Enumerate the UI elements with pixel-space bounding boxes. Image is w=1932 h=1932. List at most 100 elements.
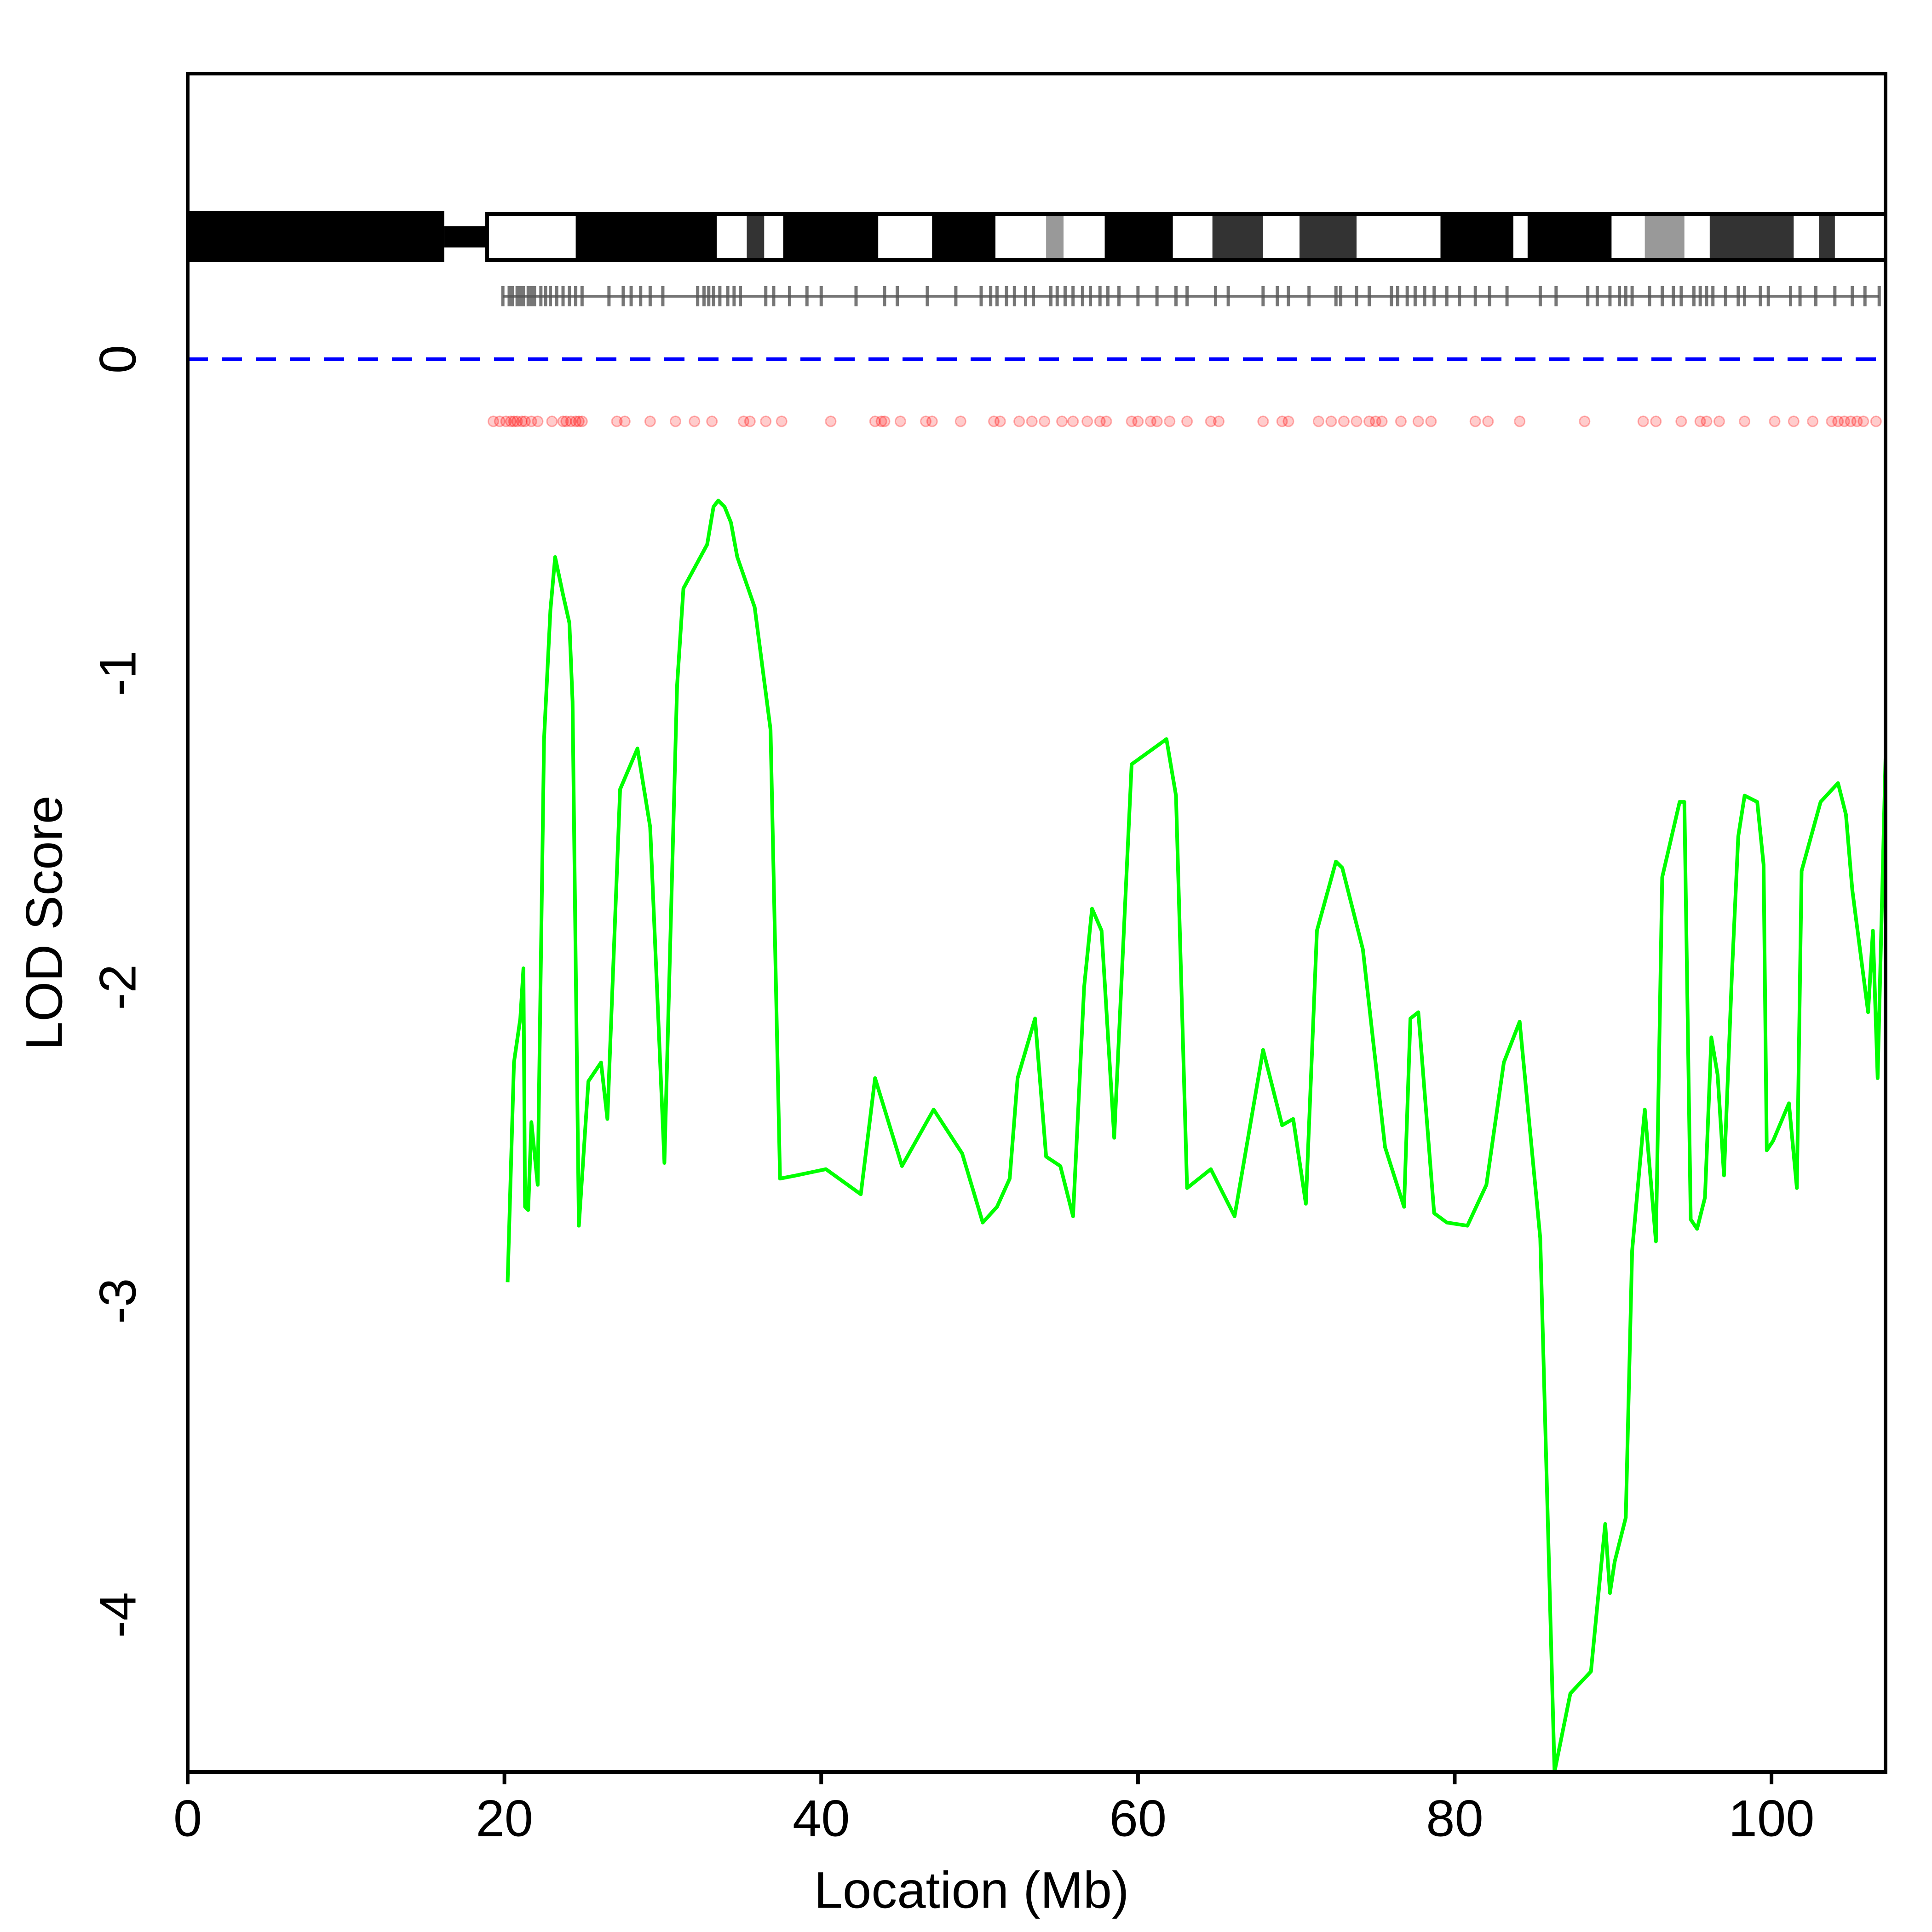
- variant-dot: [557, 415, 569, 427]
- y-tick-label: -3: [89, 1278, 147, 1324]
- variant-dot: [560, 415, 572, 427]
- variant-dot: [1701, 415, 1713, 427]
- variant-dot: [776, 415, 788, 427]
- x-tick-label: 100: [1729, 1790, 1815, 1847]
- variant-dot: [1857, 415, 1869, 427]
- y-tick-label: -1: [89, 650, 147, 696]
- variant-dot: [1013, 415, 1025, 427]
- variant-dot: [516, 415, 528, 427]
- ideogram-band: [1709, 214, 1794, 260]
- variant-dot: [1213, 415, 1225, 427]
- x-axis-title: Location (Mb): [814, 1862, 1129, 1919]
- ideogram-arm: [188, 211, 444, 262]
- variant-dot: [619, 415, 631, 427]
- variant-dot: [1205, 415, 1217, 427]
- variant-dot: [669, 415, 681, 427]
- plot-frame: [186, 72, 1887, 1774]
- variant-dot: [1838, 415, 1850, 427]
- variant-dot: [1769, 415, 1781, 427]
- variant-dot: [1832, 415, 1844, 427]
- lod-line: [506, 499, 1886, 1772]
- variant-dot: [988, 415, 1000, 427]
- x-tick-label: 0: [173, 1790, 202, 1847]
- variant-dot: [611, 415, 623, 427]
- variant-dot: [1056, 415, 1068, 427]
- variant-dot: [500, 415, 512, 427]
- variant-dot: [644, 415, 656, 427]
- variant-dot: [1369, 415, 1381, 427]
- variant-dot: [879, 415, 891, 427]
- variant-dot: [869, 415, 881, 427]
- variant-dot: [1100, 415, 1112, 427]
- y-tick-label: -4: [89, 1592, 147, 1638]
- variant-dot: [508, 415, 520, 427]
- y-axis-title: LOD Score: [16, 795, 73, 1050]
- variant-dot: [1151, 415, 1163, 427]
- variant-dot: [1039, 415, 1051, 427]
- variant-dot: [511, 415, 523, 427]
- variant-dot: [920, 415, 932, 427]
- variant-dot: [1132, 415, 1144, 427]
- variant-dot: [1395, 415, 1407, 427]
- variant-dot: [1363, 415, 1375, 427]
- variant-dot: [1425, 415, 1437, 427]
- variant-dot: [570, 415, 582, 427]
- variant-dot: [1845, 415, 1857, 427]
- variant-dot: [1788, 415, 1800, 427]
- variant-dot: [738, 415, 750, 427]
- ideogram-band: [1300, 214, 1357, 260]
- variant-dot: [488, 415, 500, 427]
- variant-dot: [1094, 415, 1106, 427]
- variant-dot: [1482, 415, 1494, 427]
- ideogram-band: [1212, 214, 1263, 260]
- variant-dot: [532, 415, 544, 427]
- variant-dot: [525, 415, 537, 427]
- variant-dot: [1514, 415, 1526, 427]
- variant-dot: [1081, 415, 1093, 427]
- variant-dot: [576, 415, 588, 427]
- x-tick-label: 80: [1426, 1790, 1484, 1847]
- variant-dot: [1282, 415, 1294, 427]
- variant-dot: [1826, 415, 1838, 427]
- variant-dot: [1026, 415, 1038, 427]
- x-tick-label: 40: [793, 1790, 850, 1847]
- centromere: [444, 226, 487, 247]
- variant-dot: [573, 415, 585, 427]
- ideogram-band: [1104, 214, 1173, 260]
- variant-dot: [1851, 415, 1863, 427]
- ideogram-band: [575, 214, 717, 260]
- ideogram-band: [1819, 214, 1835, 260]
- ideogram-band: [1046, 214, 1064, 260]
- variant-dot: [505, 415, 517, 427]
- variant-dot: [1325, 415, 1337, 427]
- variant-dot: [1351, 415, 1363, 427]
- variant-dot: [1469, 415, 1481, 427]
- variant-dot: [1276, 415, 1288, 427]
- x-tick-label: 20: [476, 1790, 533, 1847]
- variant-dot: [1126, 415, 1138, 427]
- variant-dot: [954, 415, 966, 427]
- variant-dot: [689, 415, 701, 427]
- variant-dot: [894, 415, 906, 427]
- variant-dot: [1675, 415, 1687, 427]
- variant-dot: [926, 415, 938, 427]
- variant-dot: [994, 415, 1006, 427]
- variant-dot: [1713, 415, 1725, 427]
- ideogram-band: [1644, 214, 1685, 260]
- variant-dot: [1312, 415, 1324, 427]
- variant-dot: [706, 415, 718, 427]
- variant-dot: [1144, 415, 1156, 427]
- ideogram-band: [1527, 214, 1612, 260]
- variant-dot: [1338, 415, 1350, 427]
- y-tick-label: -2: [89, 964, 147, 1010]
- variant-dot: [1579, 415, 1591, 427]
- variant-dot: [1376, 415, 1388, 427]
- plot-area: [188, 211, 1886, 1772]
- variant-dot: [1257, 415, 1269, 427]
- ideogram-band: [932, 214, 995, 260]
- variant-dot: [1870, 415, 1882, 427]
- variant-dot: [1181, 415, 1193, 427]
